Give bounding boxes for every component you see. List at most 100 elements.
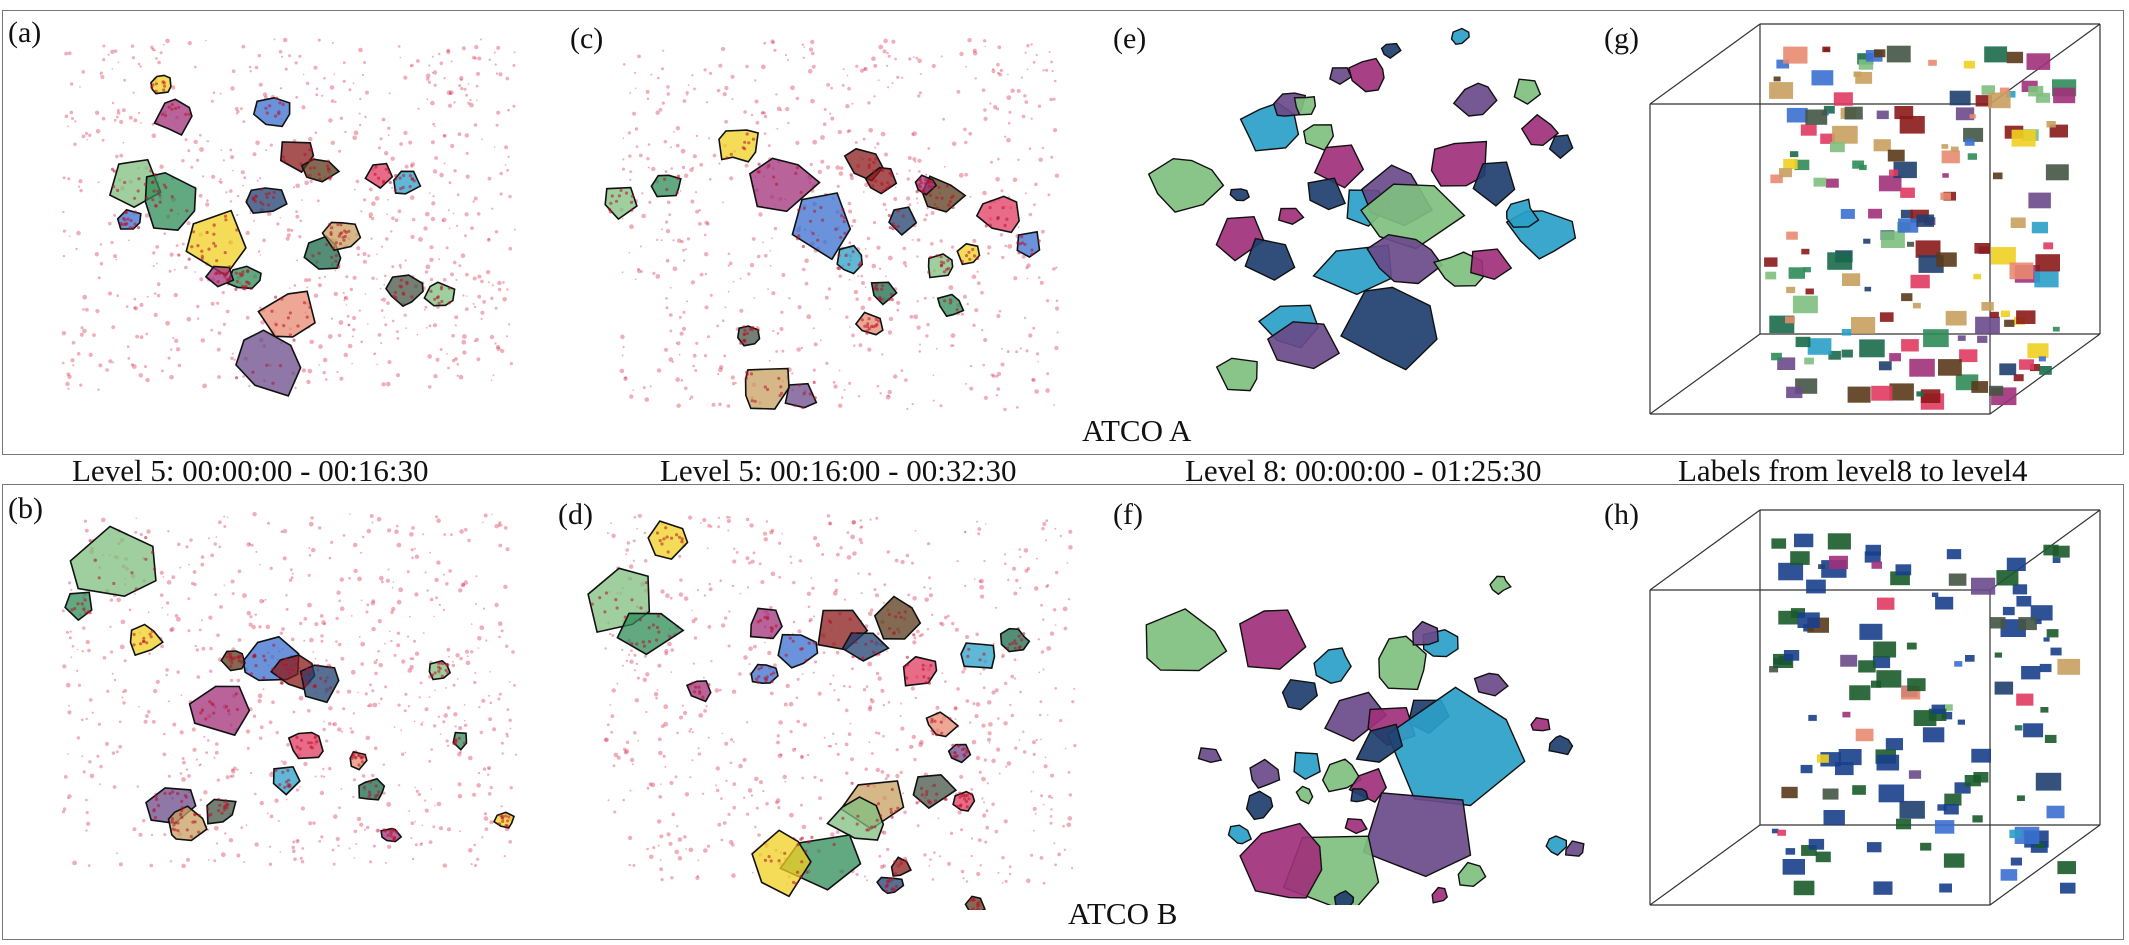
data-point bbox=[665, 306, 669, 310]
data-point bbox=[286, 743, 290, 747]
data-point bbox=[186, 857, 190, 862]
data-point bbox=[621, 354, 624, 357]
data-point bbox=[476, 212, 481, 216]
data-point bbox=[771, 291, 776, 296]
cube-label bbox=[1973, 273, 1981, 280]
data-point bbox=[900, 369, 904, 372]
data-point bbox=[870, 639, 874, 643]
data-point bbox=[881, 830, 885, 834]
data-point bbox=[927, 147, 931, 150]
data-point bbox=[671, 360, 674, 363]
data-point bbox=[951, 621, 955, 626]
data-point bbox=[852, 551, 857, 556]
data-point bbox=[156, 282, 161, 287]
data-point bbox=[213, 244, 217, 248]
data-point bbox=[332, 723, 335, 726]
cube-label bbox=[1769, 666, 1779, 673]
data-point bbox=[307, 278, 312, 282]
data-point bbox=[74, 120, 77, 123]
data-point bbox=[953, 751, 957, 755]
data-point bbox=[1001, 255, 1005, 260]
data-point bbox=[906, 407, 909, 410]
data-point bbox=[109, 625, 112, 628]
data-point bbox=[861, 281, 865, 285]
data-point bbox=[110, 49, 115, 54]
region-polygon bbox=[1147, 157, 1225, 213]
data-point bbox=[230, 356, 234, 361]
cube-label bbox=[1769, 82, 1794, 99]
data-point bbox=[631, 763, 634, 766]
cube-label bbox=[1954, 661, 1963, 667]
data-point bbox=[972, 323, 976, 327]
data-point bbox=[662, 49, 665, 52]
data-point bbox=[206, 199, 209, 202]
data-point bbox=[289, 568, 293, 572]
data-point bbox=[187, 774, 191, 778]
data-point bbox=[649, 854, 654, 860]
data-point bbox=[739, 277, 742, 280]
data-point bbox=[1036, 352, 1040, 356]
data-point bbox=[666, 832, 671, 837]
data-point bbox=[328, 706, 333, 711]
data-point bbox=[111, 672, 114, 675]
data-point bbox=[338, 149, 342, 153]
data-point bbox=[867, 611, 873, 616]
data-point bbox=[474, 672, 477, 674]
data-point bbox=[121, 696, 124, 699]
data-point bbox=[660, 239, 663, 242]
data-point bbox=[322, 370, 326, 375]
data-point bbox=[239, 274, 243, 278]
data-point bbox=[939, 621, 943, 625]
data-point bbox=[834, 578, 838, 583]
data-point bbox=[983, 559, 986, 563]
data-point bbox=[621, 648, 624, 651]
data-point bbox=[879, 814, 883, 818]
data-point bbox=[695, 134, 699, 138]
data-point bbox=[131, 226, 135, 230]
data-point bbox=[668, 635, 672, 639]
data-point bbox=[504, 814, 508, 818]
data-point bbox=[329, 85, 335, 90]
data-point bbox=[402, 173, 406, 178]
data-point bbox=[67, 125, 69, 128]
data-point bbox=[475, 84, 479, 88]
cube-label bbox=[1805, 109, 1828, 125]
data-point bbox=[343, 352, 349, 358]
data-point bbox=[630, 598, 634, 602]
data-point bbox=[658, 539, 662, 543]
data-point bbox=[1016, 89, 1021, 93]
data-point bbox=[905, 655, 909, 659]
data-point bbox=[974, 714, 979, 719]
data-point bbox=[671, 812, 676, 817]
data-point bbox=[482, 300, 486, 304]
data-point bbox=[404, 692, 408, 696]
data-point bbox=[118, 720, 122, 724]
data-point bbox=[992, 374, 996, 378]
data-point bbox=[917, 94, 921, 98]
data-point bbox=[808, 219, 813, 223]
data-point bbox=[753, 644, 757, 649]
data-point bbox=[633, 653, 637, 657]
data-point bbox=[301, 847, 305, 850]
data-point bbox=[614, 199, 619, 203]
data-point bbox=[979, 864, 982, 867]
data-point bbox=[772, 175, 776, 179]
data-point bbox=[318, 839, 322, 843]
data-point bbox=[506, 735, 509, 738]
data-point bbox=[236, 194, 240, 198]
region-polygon bbox=[1281, 678, 1318, 711]
data-point bbox=[808, 392, 812, 396]
data-point bbox=[255, 140, 260, 146]
data-point bbox=[841, 816, 845, 820]
data-point bbox=[819, 205, 823, 210]
data-point bbox=[761, 110, 765, 115]
data-point bbox=[266, 203, 271, 207]
data-point bbox=[636, 527, 639, 530]
data-point bbox=[67, 51, 72, 56]
data-point bbox=[381, 297, 386, 302]
data-point bbox=[716, 88, 721, 93]
data-point bbox=[916, 325, 921, 330]
data-point bbox=[689, 776, 692, 779]
data-point bbox=[322, 727, 326, 732]
data-point bbox=[972, 702, 976, 706]
